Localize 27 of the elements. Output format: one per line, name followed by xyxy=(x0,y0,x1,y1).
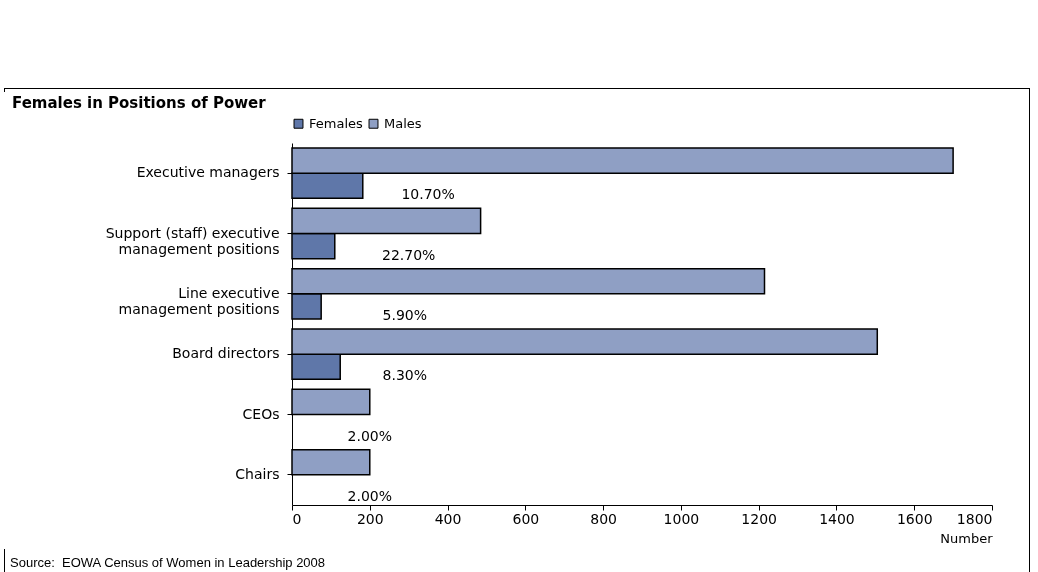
annotation: 10.70% xyxy=(401,186,455,203)
x-tick-label: 1800 xyxy=(956,510,993,527)
y-tick-label: CEOs xyxy=(242,405,280,422)
x-tick-label: 600 xyxy=(512,510,540,527)
x-axis-title: Number xyxy=(940,530,994,546)
y-tick-label: Executive managers xyxy=(136,164,280,181)
text: Females in Positions of Power xyxy=(12,94,267,112)
annotation: 8.30% xyxy=(382,367,428,384)
x-tick-label: 800 xyxy=(590,510,617,527)
y-tick-label: Line executive management positions xyxy=(118,284,280,317)
y-tick-label: Board directors xyxy=(172,345,280,362)
x-tick-label: 400 xyxy=(434,510,462,527)
annotation: 5.90% xyxy=(382,306,428,323)
x-tick-label: 0 xyxy=(292,510,302,527)
x-tick-label: 1400 xyxy=(819,510,855,527)
annotation: 22.70% xyxy=(381,246,436,263)
y-tick-label: Support (staff) executive management positions xyxy=(105,224,280,257)
annotation: 2.00% xyxy=(347,487,393,504)
source-note: Source: EOWA Census of Women in Leadership 2008 xyxy=(10,555,326,570)
y-tick-label: Chairs xyxy=(235,465,280,482)
annotation: 2.00% xyxy=(347,427,393,444)
x-tick-label: 1000 xyxy=(663,510,700,527)
legend-label: Males xyxy=(384,115,422,131)
x-tick-label: 200 xyxy=(356,510,384,527)
x-tick-label: 1600 xyxy=(896,510,933,527)
x-tick-label: 1200 xyxy=(741,510,777,527)
legend-label: Females xyxy=(309,115,363,131)
